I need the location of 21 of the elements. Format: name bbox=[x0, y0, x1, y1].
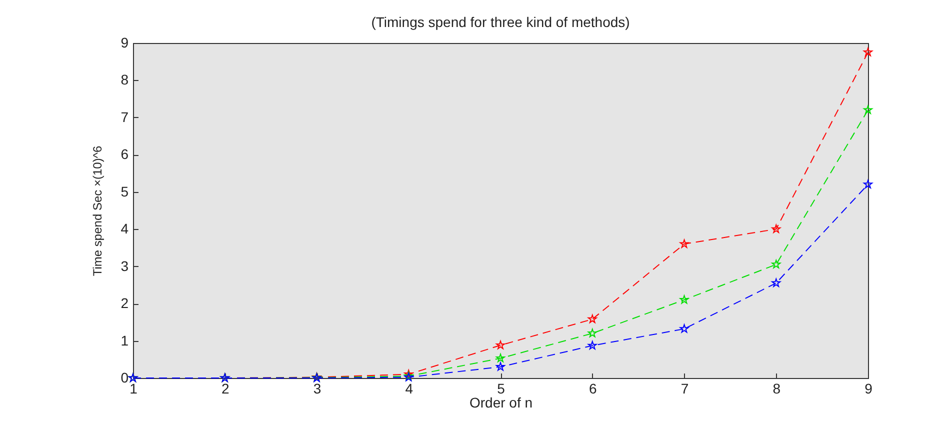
x-tick-label: 7 bbox=[680, 380, 689, 396]
y-tick-label: 0 bbox=[120, 370, 129, 386]
y-tick-label: 5 bbox=[120, 183, 129, 200]
y-tick-label: 6 bbox=[120, 146, 129, 162]
y-tick-label: 7 bbox=[120, 108, 129, 125]
x-tick-label: 6 bbox=[588, 380, 597, 396]
y-tick-label: 2 bbox=[120, 295, 129, 312]
x-tick-label: 3 bbox=[313, 380, 322, 396]
chart-title: (Timings spend for three kind of methods) bbox=[371, 14, 630, 30]
x-axis-title: Order of n bbox=[469, 394, 533, 410]
x-tick-label: 4 bbox=[405, 380, 414, 396]
x-tick-label: 8 bbox=[772, 380, 781, 396]
x-tick-label: 5 bbox=[497, 380, 506, 396]
y-tick-label: 3 bbox=[120, 258, 129, 274]
y-tick-label: 1 bbox=[120, 332, 129, 348]
y-tick-label: 4 bbox=[120, 220, 129, 237]
y-tick-label: 8 bbox=[120, 72, 129, 88]
x-tick-label: 9 bbox=[864, 380, 873, 396]
y-axis-title: Time spend Sec ×(10)^6 bbox=[90, 146, 105, 276]
x-tick-label: 2 bbox=[221, 380, 230, 396]
y-tick-label: 9 bbox=[120, 34, 129, 50]
